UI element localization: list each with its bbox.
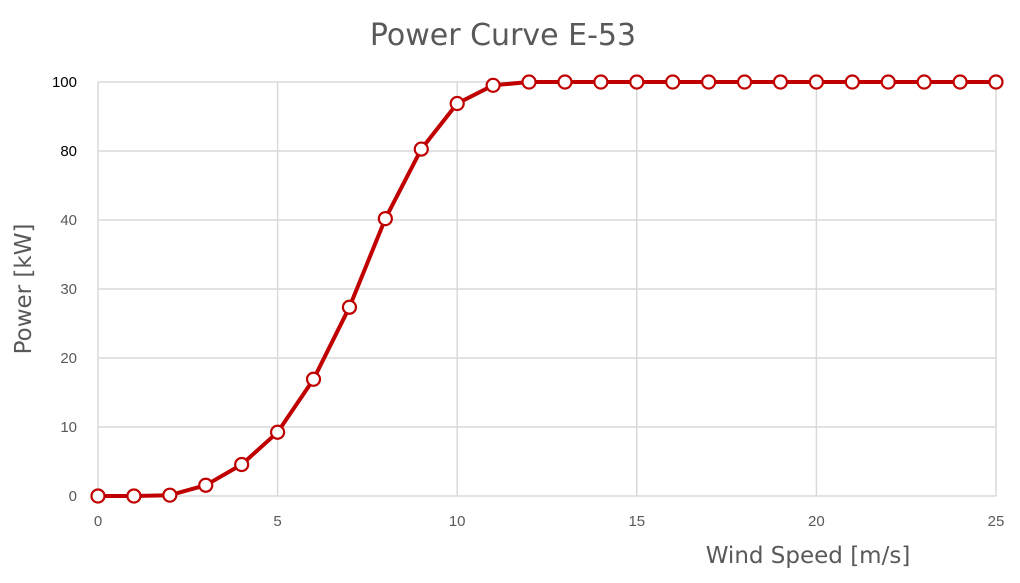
data-point <box>916 74 932 90</box>
y-axis-ticks: 0 10 20 30 40 80 100 <box>52 74 77 505</box>
data-point <box>557 74 573 90</box>
data-point <box>305 371 322 387</box>
x-axis-ticks: 0 5 10 15 20 25 <box>94 513 1005 530</box>
x-tick-label: 10 <box>449 513 466 530</box>
x-tick-label: 25 <box>988 513 1005 530</box>
chart-title: Power Curve E-53 <box>370 18 636 53</box>
data-point <box>521 74 537 90</box>
data-point <box>629 74 645 90</box>
y-tick-label: 10 <box>60 419 77 436</box>
data-point <box>162 487 178 503</box>
y-tick-label: 100 <box>52 74 77 91</box>
data-point <box>665 74 681 90</box>
data-point <box>844 74 860 90</box>
data-point <box>736 74 753 90</box>
y-tick-label: 40 <box>60 212 77 229</box>
y-tick-label: 20 <box>60 350 77 367</box>
data-point <box>413 141 429 157</box>
y-tick-label: 30 <box>60 281 77 298</box>
x-tick-label: 15 <box>628 513 645 530</box>
data-point <box>952 74 968 90</box>
x-tick-label: 5 <box>273 513 281 530</box>
y-tick-label: 80 <box>60 143 77 160</box>
y-axis-label: Power [kW] <box>11 224 37 355</box>
y-tick-label: 0 <box>69 488 77 505</box>
grid-lines <box>97 81 997 497</box>
data-point <box>593 74 609 90</box>
data-point <box>270 424 286 440</box>
data-point <box>485 77 501 93</box>
data-point <box>90 488 106 504</box>
data-point <box>701 74 717 90</box>
data-point <box>772 74 789 90</box>
data-point <box>126 488 142 504</box>
data-point <box>198 477 214 493</box>
data-point <box>880 74 896 90</box>
data-point <box>377 211 393 227</box>
data-point <box>808 74 825 90</box>
series-power <box>90 74 1004 504</box>
data-point <box>449 95 465 112</box>
data-point <box>988 74 1004 90</box>
data-point <box>234 456 250 473</box>
x-tick-label: 0 <box>94 513 102 530</box>
data-point <box>341 299 358 315</box>
x-axis-label: Wind Speed [m/s] <box>706 543 911 569</box>
x-tick-label: 20 <box>808 513 825 530</box>
